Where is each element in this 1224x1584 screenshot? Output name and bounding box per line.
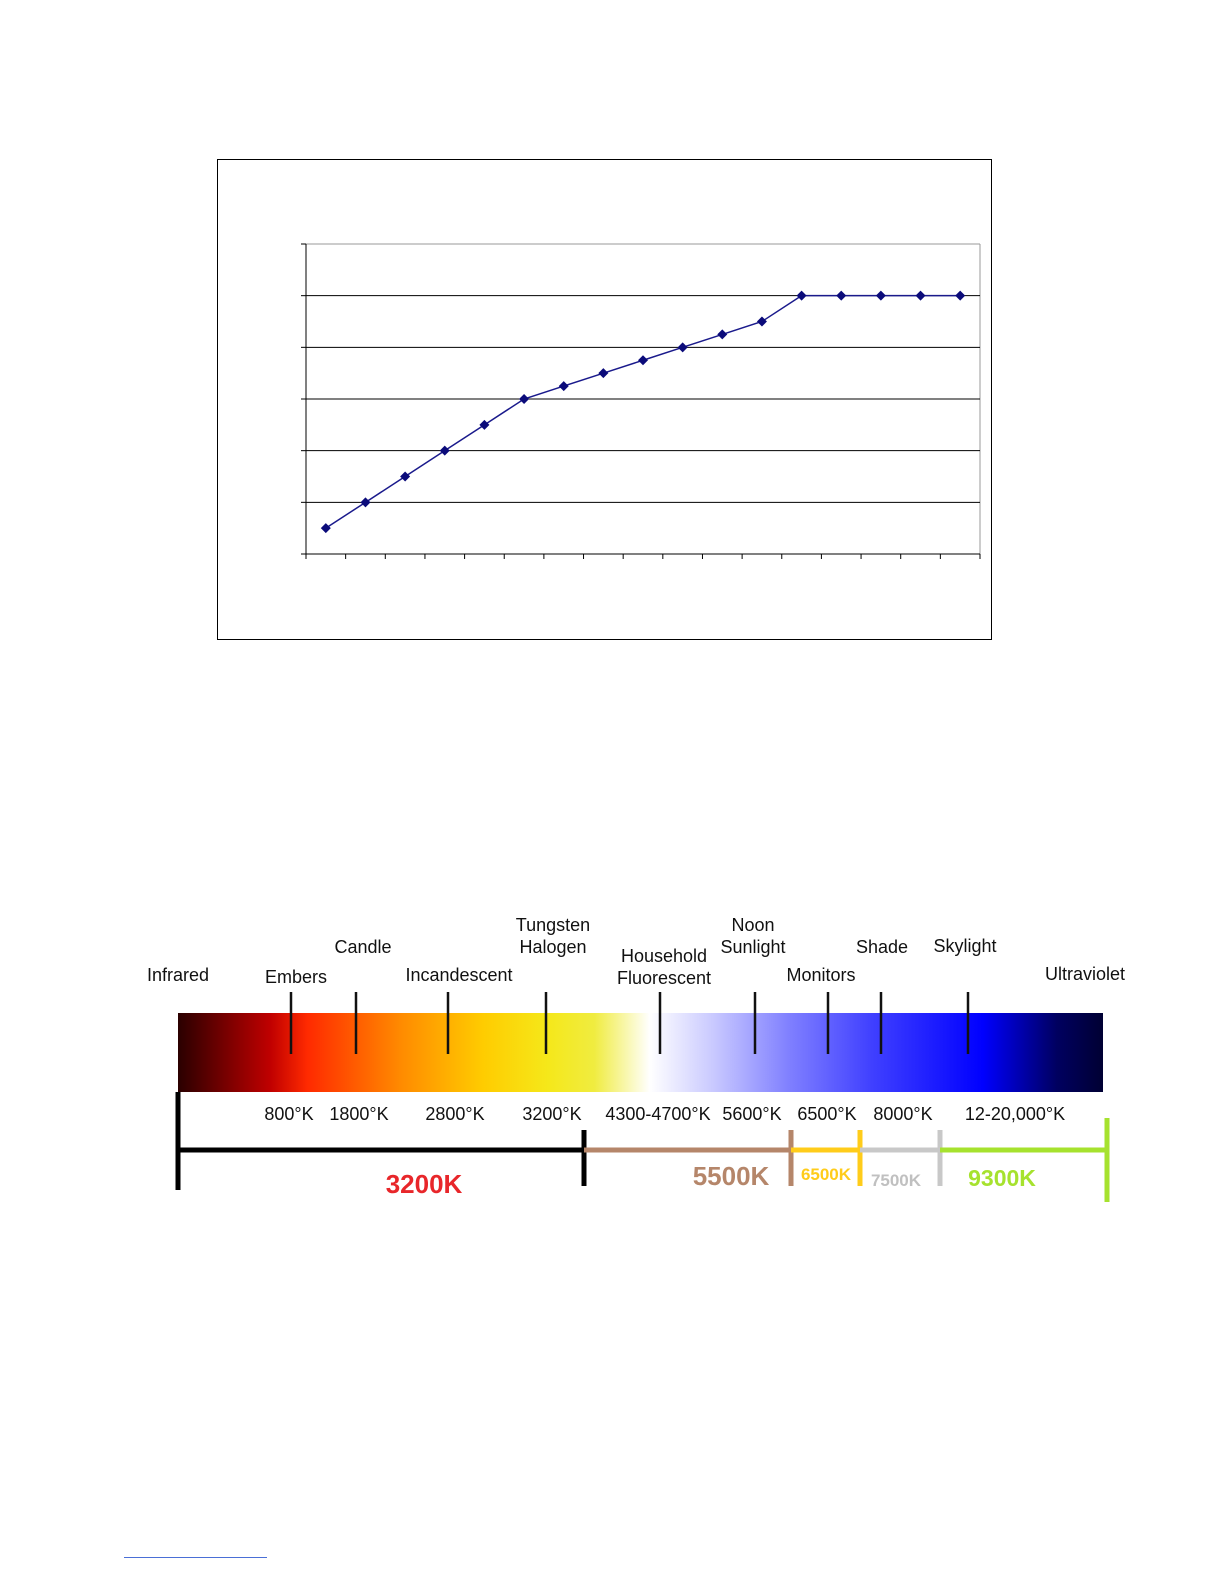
spectrum-gradient-bar (178, 1013, 1103, 1092)
light-source-label: Skylight (933, 936, 996, 956)
light-source-label: Shade (856, 937, 908, 957)
light-source-label: Noon Sunlight (720, 915, 785, 957)
temperature-label: 4300-4700°K (605, 1104, 710, 1124)
data-point (479, 419, 490, 430)
color-temperature-scale-graphic: Infrared Embers Candle IncandescentTungsten… (147, 915, 1125, 1202)
data-point (756, 316, 767, 327)
data-point (320, 523, 331, 534)
light-source-label: Infrared (147, 965, 209, 985)
temperature-label: 5600°K (722, 1104, 781, 1124)
data-point (955, 290, 966, 301)
data-point (360, 497, 371, 508)
range-label: 6500K (801, 1165, 852, 1184)
range-label: 9300K (968, 1165, 1036, 1191)
temperature-label: 12-20,000°K (965, 1104, 1065, 1124)
range-label: 7500K (871, 1171, 922, 1190)
data-point (558, 381, 569, 392)
temperature-label: 3200°K (522, 1104, 581, 1124)
temperature-label: 800°K (264, 1104, 313, 1124)
light-source-label: Household Fluorescent (617, 946, 711, 988)
data-point (638, 355, 648, 366)
color-temperature-scale: Infrared Embers Candle Incandescent Tungsten… (0, 880, 1224, 1220)
light-source-label: Ultraviolet (1045, 964, 1125, 984)
data-point (598, 368, 609, 379)
data-point (400, 471, 411, 482)
temperature-label: 8000°K (873, 1104, 932, 1124)
data-point (717, 329, 728, 340)
data-point (915, 290, 926, 301)
light-source-label: Embers (265, 967, 327, 987)
range-label: 3200K (386, 1169, 463, 1199)
data-point (796, 290, 807, 301)
footnote-separator (124, 1557, 267, 1558)
series-line (325, 294, 961, 529)
data-point (677, 342, 688, 353)
data-point (439, 445, 450, 456)
temperature-label: 1800°K (329, 1104, 388, 1124)
range-label: 5500K (693, 1161, 770, 1191)
data-point (875, 290, 886, 301)
data-point (519, 394, 530, 404)
light-source-label: Monitors (786, 965, 855, 985)
light-source-label: Incandescent (405, 965, 512, 985)
light-source-label: Tungsten Halogen (516, 915, 590, 957)
line-chart-frame (217, 159, 992, 640)
temperature-label: 6500°K (797, 1104, 856, 1124)
light-source-label: Candle (334, 937, 391, 957)
line-chart (301, 243, 981, 559)
data-point (836, 290, 847, 301)
temperature-label: 2800°K (425, 1104, 484, 1124)
